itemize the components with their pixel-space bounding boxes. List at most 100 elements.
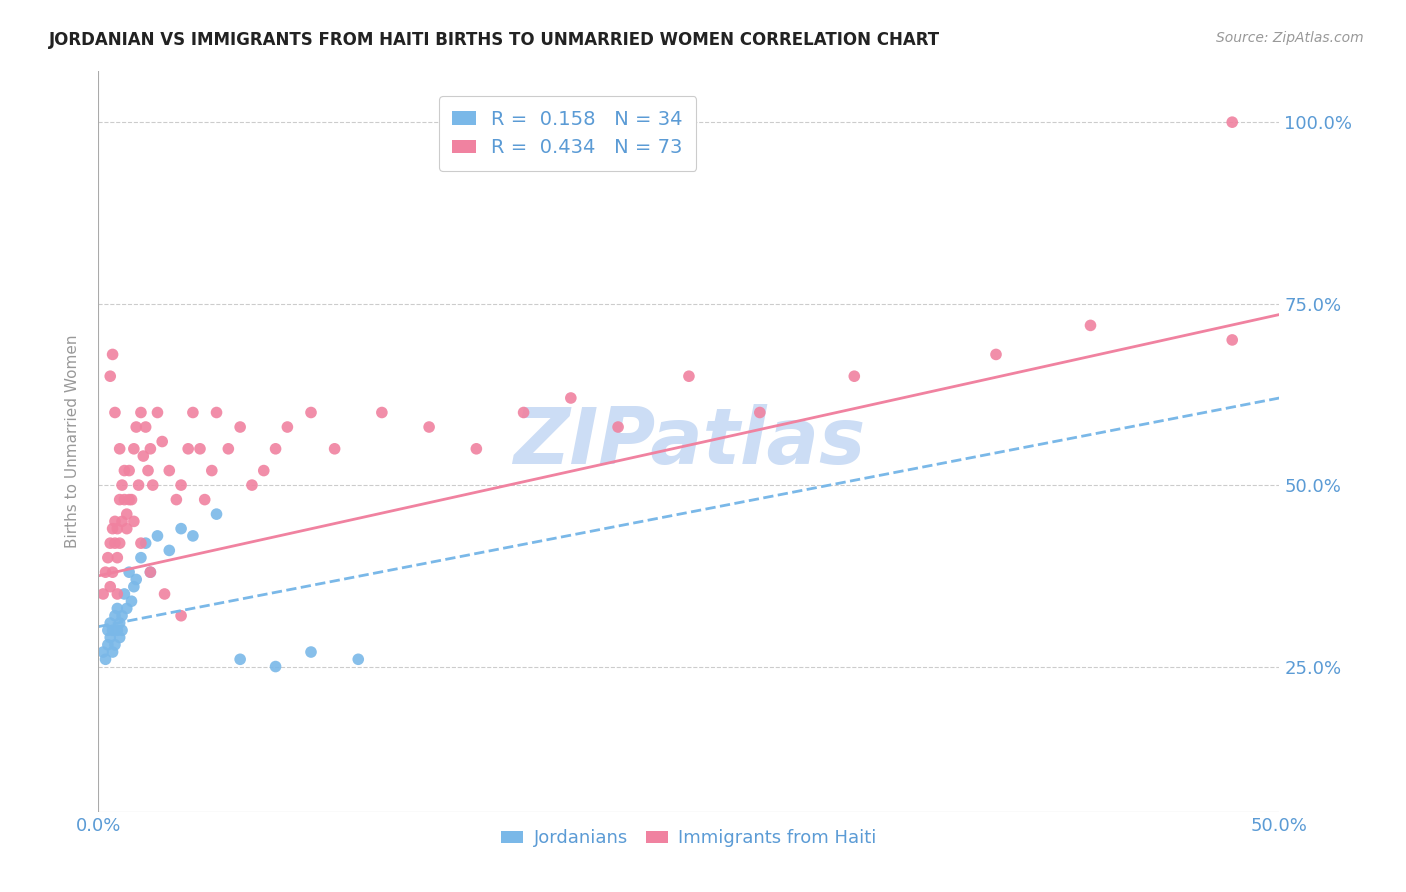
Point [122,580,145,594]
Point [121,492,143,507]
Point [104,608,127,623]
Point [118,492,141,507]
Point [165,492,187,507]
Point [118,464,141,478]
Point [371,405,394,419]
Point [94,652,117,666]
Point [104,638,127,652]
Point [157,464,180,478]
Point [125,573,148,587]
Point [323,442,346,456]
Point [111,478,134,492]
Point [98,631,121,645]
Point [125,420,148,434]
Point [105,522,128,536]
Point [101,347,124,361]
Point [97,624,120,638]
Point [560,391,582,405]
Point [217,442,239,456]
Point [150,434,173,449]
Point [108,536,131,550]
Point [121,594,143,608]
Point [112,492,135,507]
Point [104,515,127,529]
Point [108,631,131,645]
Point [465,442,488,456]
Point [94,565,117,579]
Point [229,652,252,666]
Point [115,601,138,615]
Point [205,405,228,419]
Point [678,369,700,384]
Point [105,624,128,638]
Point [170,478,193,492]
Point [205,507,228,521]
Point [1220,115,1243,129]
Point [299,645,322,659]
Point [844,369,866,384]
Text: Source: ZipAtlas.com: Source: ZipAtlas.com [1216,31,1364,45]
Point [101,522,124,536]
Point [136,464,159,478]
Point [984,347,1007,361]
Point [181,405,204,419]
Point [1080,318,1102,333]
Point [101,565,124,579]
Point [122,515,145,529]
Point [129,536,152,550]
Point [108,442,131,456]
Point [108,615,131,630]
Point [201,464,224,478]
Point [146,405,169,419]
Point [347,652,370,666]
Point [135,420,157,434]
Point [142,478,165,492]
Point [97,638,120,652]
Point [157,543,180,558]
Point [115,522,138,536]
Point [139,565,162,579]
Point [240,478,263,492]
Point [105,550,128,565]
Point [276,420,298,434]
Point [253,464,276,478]
Point [98,369,121,384]
Point [105,587,128,601]
Point [299,405,322,419]
Point [607,420,630,434]
Point [91,587,114,601]
Point [111,515,134,529]
Point [97,550,120,565]
Point [139,442,162,456]
Point [108,492,131,507]
Point [512,405,534,419]
Point [418,420,440,434]
Point [194,492,217,507]
Point [153,587,176,601]
Point [122,442,145,456]
Point [112,464,135,478]
Point [146,529,169,543]
Point [264,442,287,456]
Point [188,442,211,456]
Point [91,645,114,659]
Point [118,565,141,579]
Point [170,608,193,623]
Point [129,550,152,565]
Point [135,536,157,550]
Point [264,659,287,673]
Y-axis label: Births to Unmarried Women: Births to Unmarried Women [65,334,80,549]
Point [128,478,150,492]
Point [170,522,193,536]
Point [139,565,162,579]
Point [101,624,124,638]
Point [181,529,204,543]
Point [177,442,200,456]
Point [98,615,121,630]
Point [104,536,127,550]
Point [1220,333,1243,347]
Legend: Jordanians, Immigrants from Haiti: Jordanians, Immigrants from Haiti [494,822,884,855]
Point [229,420,252,434]
Point [101,645,124,659]
Text: JORDANIAN VS IMMIGRANTS FROM HAITI BIRTHS TO UNMARRIED WOMEN CORRELATION CHART: JORDANIAN VS IMMIGRANTS FROM HAITI BIRTH… [49,31,941,49]
